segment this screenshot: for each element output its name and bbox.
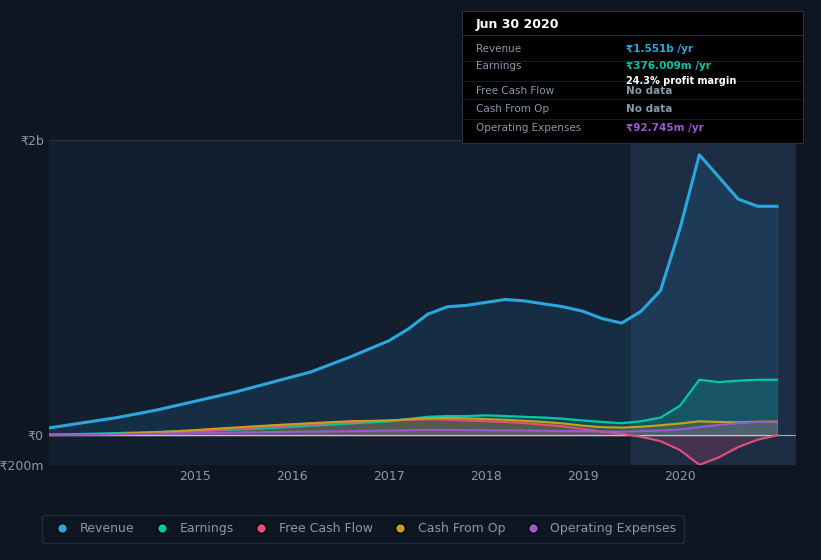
Legend: Revenue, Earnings, Free Cash Flow, Cash From Op, Operating Expenses: Revenue, Earnings, Free Cash Flow, Cash … xyxy=(43,515,684,543)
Text: ₹92.745m /yr: ₹92.745m /yr xyxy=(626,123,704,133)
Text: No data: No data xyxy=(626,86,672,96)
Text: Earnings: Earnings xyxy=(476,62,521,72)
Text: Operating Expenses: Operating Expenses xyxy=(476,123,581,133)
Text: Jun 30 2020: Jun 30 2020 xyxy=(476,18,559,31)
Text: Cash From Op: Cash From Op xyxy=(476,104,549,114)
Text: Revenue: Revenue xyxy=(476,44,521,54)
Text: ₹376.009m /yr: ₹376.009m /yr xyxy=(626,62,711,72)
Text: ₹1.551b /yr: ₹1.551b /yr xyxy=(626,44,693,54)
Text: Free Cash Flow: Free Cash Flow xyxy=(476,86,554,96)
Text: 24.3% profit margin: 24.3% profit margin xyxy=(626,76,736,86)
Text: No data: No data xyxy=(626,104,672,114)
Bar xyxy=(631,140,796,465)
